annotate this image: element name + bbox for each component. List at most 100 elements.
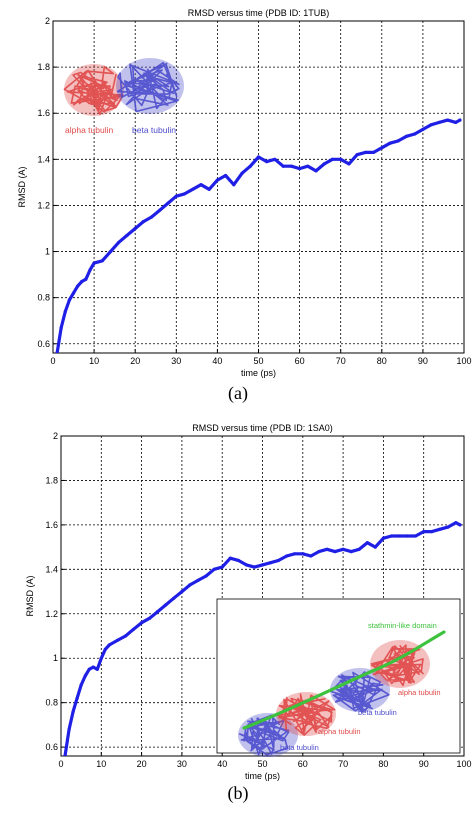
rmsd-data-point — [293, 552, 297, 556]
rmsd-data-point — [248, 164, 252, 168]
rmsd-data-point — [363, 150, 367, 154]
y-tick-label: 1.4 — [37, 154, 50, 164]
rmsd-data-point — [306, 164, 310, 168]
rmsd-data-point — [430, 530, 434, 534]
rmsd-data-point — [339, 157, 343, 161]
rmsd-data-point — [322, 162, 326, 166]
rmsd-data-point — [212, 567, 216, 571]
rmsd-data-point — [381, 536, 385, 540]
rmsd-data-point — [269, 561, 273, 565]
rmsd-data-point — [357, 547, 361, 551]
rmsd-data-point — [59, 326, 63, 330]
beta-tubulin-structure-1-ribbon — [239, 714, 290, 756]
rmsd-data-point — [281, 164, 285, 168]
x-tick-label: 40 — [217, 759, 227, 769]
rmsd-data-point — [191, 187, 195, 191]
alpha-tubulin-structure-2 — [370, 640, 430, 688]
rmsd-data-point — [265, 160, 269, 164]
rmsd-data-point — [373, 545, 377, 549]
rmsd-data-point — [55, 351, 59, 353]
rmsd-data-point — [365, 541, 369, 545]
rmsd-data-point — [131, 627, 136, 631]
rmsd-data-point — [166, 201, 170, 205]
chart-panel-a: 0 10 20 30 40 50 60 70 80 90 100 0.6 0.8 1 1.2 1.4 1.6 1.… — [17, 8, 472, 403]
rmsd-data-point — [404, 134, 409, 138]
y-tick-label: 1.6 — [45, 520, 58, 530]
rmsd-data-point — [289, 164, 293, 168]
rmsd-data-point — [133, 226, 137, 231]
x-tick-label: 100 — [456, 759, 471, 769]
stathmin-helix — [242, 630, 446, 730]
rmsd-data-point — [172, 596, 176, 600]
grid — [53, 21, 464, 353]
y-tick-label: 0.8 — [37, 293, 50, 303]
chart-title: RMSD versus time (PDB ID: 1TUB) — [188, 8, 330, 18]
x-tick-label: 40 — [212, 356, 222, 366]
x-tick-label: 80 — [377, 356, 387, 366]
rmsd-data-point — [406, 534, 410, 538]
alpha-tubulin-structure-1-ribbon — [277, 693, 336, 736]
rmsd-data-point — [437, 120, 441, 124]
series-0 — [55, 118, 462, 353]
x-tick-label: 0 — [58, 759, 63, 769]
x-tick-label: 30 — [177, 759, 187, 769]
beta-tubulin-structure-2 — [330, 668, 390, 713]
alpha-tubulin-label-2: alpha tubulin — [318, 727, 361, 736]
y-tick-label: 0.6 — [37, 339, 50, 349]
x-tick-label: 10 — [96, 759, 106, 769]
x-tick-label: 50 — [253, 356, 263, 366]
y-tick-label: 2 — [53, 431, 58, 441]
y-tick-label: 1 — [53, 653, 58, 663]
y-tick-label: 2 — [45, 16, 50, 26]
x-tick-label: 10 — [89, 356, 99, 366]
rmsd-data-point — [380, 146, 384, 150]
rmsd-data-point — [454, 120, 458, 124]
beta-tubulin-label-1: beta tubulin — [358, 708, 397, 717]
rmsd-chart-1sa0: 0 10 20 30 40 50 60 70 80 90 100 0.6 0.8 1 1.2 1.4 1.6 1.… — [25, 423, 472, 781]
rmsd-data-point — [108, 250, 113, 254]
y-axis-label: RMSD (A) — [17, 167, 27, 208]
rmsd-data-point — [220, 565, 224, 569]
x-tick-label: 50 — [257, 759, 267, 769]
rmsd-data-point — [150, 215, 154, 219]
rmsd-data-point — [103, 647, 107, 651]
y-tick-label: 0.6 — [45, 742, 58, 752]
y-tick-label: 1.2 — [37, 200, 50, 210]
rmsd-data-point — [309, 554, 313, 558]
rmsd-data-point — [298, 167, 302, 171]
x-tick-label: 70 — [336, 356, 346, 366]
rmsd-data-point — [182, 192, 187, 196]
x-tick-label: 60 — [298, 759, 308, 769]
rmsd-data-point — [75, 696, 79, 700]
rmsd-data-point — [256, 155, 261, 159]
beta-tubulin-structure — [116, 58, 184, 114]
rmsd-data-point — [273, 157, 277, 161]
rmsd-data-point — [67, 727, 71, 731]
rmsd-data-point — [204, 574, 208, 578]
alpha-tubulin-label: alpha tubulin — [65, 125, 113, 135]
y-tick-label: 0.8 — [45, 698, 58, 708]
rmsd-data-point — [164, 603, 168, 607]
rmsd-data-point — [285, 554, 289, 558]
rmsd-data-point — [196, 578, 200, 582]
rmsd-data-point — [107, 643, 111, 647]
y-tick-label: 1.2 — [45, 609, 58, 619]
protein-inset-1tub: alpha tubulin beta tubulin — [63, 58, 184, 135]
chart-panel-b: 0 10 20 30 40 50 60 70 80 90 100 0.6 0.8 1 1.2 1.4 1.6 1.… — [0, 410, 476, 820]
y-tick-label: 1.8 — [37, 62, 50, 72]
caption-a: (a) — [228, 383, 248, 403]
rmsd-data-point — [421, 127, 425, 131]
rmsd-data-point — [215, 178, 219, 182]
rmsd-data-point — [314, 169, 318, 173]
alpha-tubulin-structure — [63, 64, 124, 116]
rmsd-data-point — [236, 558, 240, 562]
rmsd-data-point — [148, 616, 152, 620]
x-tick-label: 90 — [419, 759, 429, 769]
rmsd-data-point — [446, 118, 450, 122]
y-tick-label: 1 — [45, 247, 50, 257]
rmsd-data-point — [333, 550, 337, 554]
rmsd-data-point — [317, 550, 321, 554]
stathmin-label: stathmin-like domain — [368, 621, 437, 630]
rmsd-data-point — [95, 667, 99, 671]
x-tick-label: 30 — [171, 356, 181, 366]
